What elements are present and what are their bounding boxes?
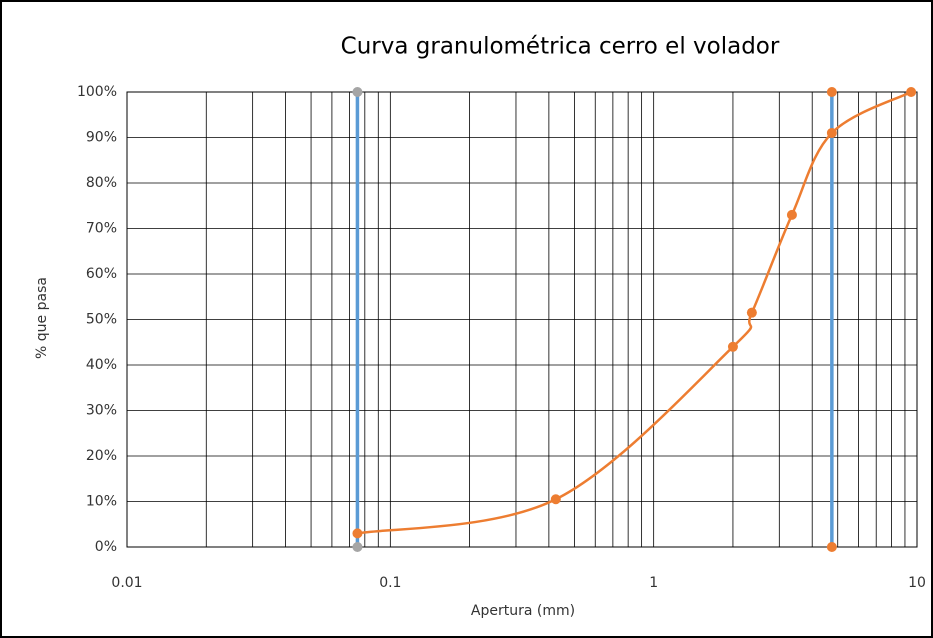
y-tick-label: 50% bbox=[86, 312, 117, 328]
chart-title: Curva granulométrica cerro el volador bbox=[341, 34, 780, 60]
y-tick-label: 60% bbox=[86, 266, 117, 282]
y-tick-label: 30% bbox=[86, 403, 117, 419]
x-tick-label: 0.01 bbox=[111, 575, 142, 591]
y-tick-label: 40% bbox=[86, 357, 117, 373]
data-point bbox=[786, 209, 797, 220]
data-point bbox=[550, 494, 561, 505]
data-point bbox=[826, 542, 837, 552]
x-tick-label: 10 bbox=[908, 575, 926, 591]
y-tick-label: 0% bbox=[95, 539, 117, 555]
y-axis-label: % que pasa bbox=[34, 277, 50, 359]
x-tick-label: 1 bbox=[649, 575, 658, 591]
y-tick-label: 70% bbox=[86, 221, 117, 237]
data-point bbox=[352, 528, 363, 539]
x-tick-label: 0.1 bbox=[379, 575, 401, 591]
data-point bbox=[826, 87, 837, 97]
data-point bbox=[826, 127, 837, 138]
x-axis-label: Apertura (mm) bbox=[471, 603, 575, 619]
y-tick-label: 90% bbox=[86, 130, 117, 146]
data-point bbox=[352, 87, 363, 97]
data-point bbox=[906, 87, 917, 97]
y-tick-label: 80% bbox=[86, 175, 117, 191]
y-tick-label: 10% bbox=[86, 494, 117, 510]
y-tick-label: 20% bbox=[86, 448, 117, 464]
data-point bbox=[352, 542, 363, 552]
plot-frame bbox=[126, 91, 918, 548]
series-line bbox=[357, 90, 912, 535]
data-point bbox=[727, 341, 738, 352]
data-point bbox=[746, 307, 757, 318]
y-tick-label: 100% bbox=[77, 84, 117, 100]
